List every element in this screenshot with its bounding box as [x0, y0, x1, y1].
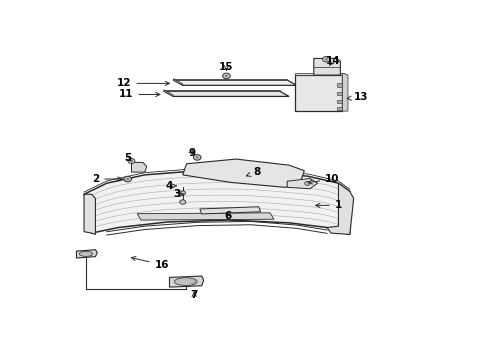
Text: 6: 6: [225, 211, 232, 221]
Text: 14: 14: [325, 56, 340, 66]
Bar: [337, 107, 342, 110]
Polygon shape: [295, 73, 344, 75]
Circle shape: [124, 176, 131, 182]
Text: 9: 9: [189, 148, 196, 158]
Ellipse shape: [174, 278, 197, 285]
Ellipse shape: [79, 251, 93, 256]
Polygon shape: [164, 91, 289, 96]
Polygon shape: [200, 207, 261, 214]
Polygon shape: [327, 183, 354, 234]
Polygon shape: [342, 73, 348, 111]
Circle shape: [128, 158, 135, 163]
Text: 11: 11: [119, 90, 160, 99]
Polygon shape: [287, 179, 318, 189]
Polygon shape: [84, 194, 96, 234]
Circle shape: [196, 156, 199, 158]
Text: 13: 13: [347, 92, 368, 102]
Text: 16: 16: [131, 257, 169, 270]
Circle shape: [180, 191, 185, 195]
Text: 7: 7: [191, 291, 198, 301]
Circle shape: [194, 155, 201, 160]
Polygon shape: [84, 171, 350, 234]
Circle shape: [322, 57, 330, 62]
Polygon shape: [131, 162, 147, 172]
Polygon shape: [76, 250, 98, 258]
Circle shape: [225, 75, 228, 77]
Circle shape: [130, 160, 133, 162]
Text: 10: 10: [308, 174, 340, 184]
Polygon shape: [137, 213, 274, 220]
Circle shape: [305, 181, 310, 185]
Text: 8: 8: [246, 167, 260, 177]
Polygon shape: [295, 75, 342, 111]
Polygon shape: [314, 58, 341, 75]
Polygon shape: [173, 79, 183, 85]
Bar: [337, 92, 342, 95]
Text: 2: 2: [92, 174, 122, 184]
Text: 3: 3: [173, 189, 184, 199]
Polygon shape: [164, 90, 280, 91]
Polygon shape: [183, 159, 304, 187]
Circle shape: [126, 178, 129, 180]
Text: 5: 5: [124, 153, 131, 163]
Polygon shape: [164, 90, 173, 96]
Text: 12: 12: [117, 78, 170, 89]
Text: 1: 1: [316, 201, 342, 210]
Bar: [337, 84, 342, 87]
Circle shape: [324, 58, 328, 61]
Text: 4: 4: [166, 181, 176, 191]
Circle shape: [180, 200, 186, 204]
Circle shape: [222, 73, 230, 79]
Polygon shape: [170, 276, 204, 287]
Polygon shape: [173, 80, 297, 85]
Polygon shape: [173, 79, 287, 80]
Bar: [337, 100, 342, 103]
Text: 15: 15: [219, 62, 234, 72]
